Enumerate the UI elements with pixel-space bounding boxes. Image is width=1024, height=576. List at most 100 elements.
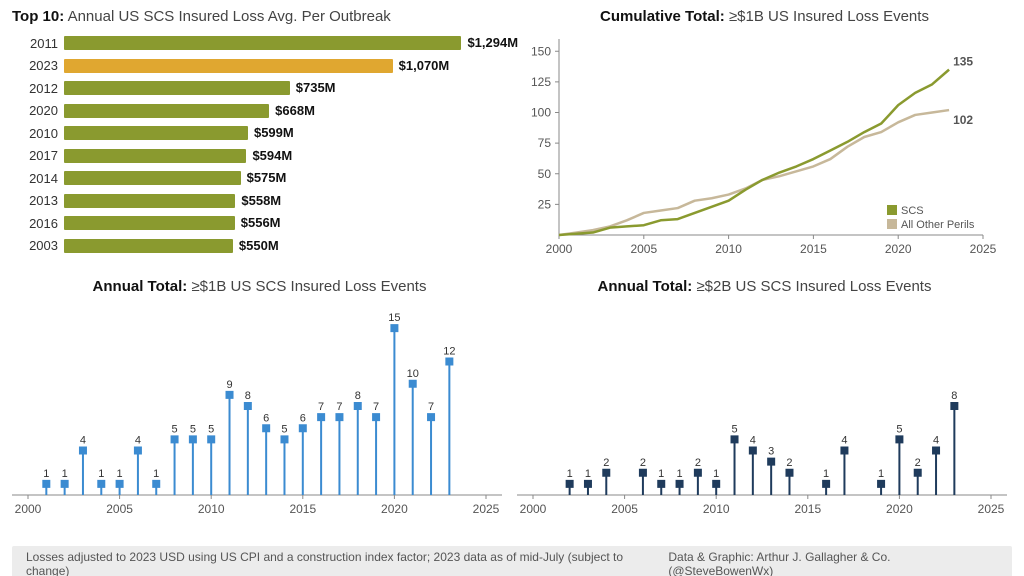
svg-text:8: 8: [245, 390, 251, 402]
top10-bar: [64, 126, 248, 140]
top10-year: 2014: [12, 171, 64, 186]
top10-row: 2023 $1,070M: [12, 56, 503, 76]
svg-text:2025: 2025: [978, 502, 1005, 516]
top10-bar: [64, 81, 290, 95]
svg-text:2010: 2010: [198, 502, 225, 516]
svg-text:50: 50: [538, 167, 552, 181]
top10-row: 2011$1,294M: [12, 33, 503, 53]
svg-text:2: 2: [603, 457, 609, 469]
svg-text:102: 102: [953, 113, 973, 127]
footer-right: Data & Graphic: Arthur J. Gallagher & Co…: [668, 550, 998, 576]
lolli2-chart: 2000200520102015202020251122112154321415…: [517, 301, 1007, 521]
svg-text:1: 1: [878, 468, 884, 480]
svg-text:7: 7: [428, 401, 434, 413]
svg-text:2: 2: [915, 457, 921, 469]
svg-text:75: 75: [538, 136, 552, 150]
svg-text:5: 5: [281, 423, 287, 435]
svg-text:1: 1: [658, 468, 664, 480]
top10-row: 2012$735M: [12, 78, 503, 98]
svg-text:7: 7: [336, 401, 342, 413]
top10-bar: [64, 36, 461, 50]
top10-year: 2003: [12, 238, 64, 253]
svg-text:5: 5: [208, 423, 214, 435]
top10-row: 2010 $599M: [12, 123, 503, 143]
lolli1-title: Annual Total: ≥$1B US SCS Insured Loss E…: [12, 278, 507, 295]
svg-text:2010: 2010: [715, 242, 742, 256]
svg-text:4: 4: [80, 435, 86, 447]
svg-text:10: 10: [407, 368, 419, 380]
svg-text:1: 1: [823, 468, 829, 480]
svg-text:4: 4: [841, 435, 847, 447]
top10-bar: [64, 239, 233, 253]
top10-value: $668M: [275, 103, 315, 118]
svg-text:2000: 2000: [15, 502, 42, 516]
svg-text:1: 1: [585, 468, 591, 480]
top10-title: Top 10: Annual US SCS Insured Loss Avg. …: [12, 8, 507, 25]
svg-text:2015: 2015: [800, 242, 827, 256]
svg-text:2005: 2005: [611, 502, 638, 516]
top10-value: $575M: [247, 170, 287, 185]
svg-text:2010: 2010: [703, 502, 730, 516]
top10-panel: Top 10: Annual US SCS Insured Loss Avg. …: [12, 6, 507, 266]
svg-text:5: 5: [190, 423, 196, 435]
svg-text:2005: 2005: [106, 502, 133, 516]
top10-year: 2010: [12, 126, 64, 141]
svg-text:8: 8: [355, 390, 361, 402]
svg-text:SCS: SCS: [901, 205, 924, 217]
svg-text:12: 12: [443, 346, 455, 358]
svg-text:2015: 2015: [289, 502, 316, 516]
top10-year: 2016: [12, 216, 64, 231]
top10-row: 2014 $575M: [12, 168, 503, 188]
svg-text:2025: 2025: [473, 502, 500, 516]
svg-text:4: 4: [135, 435, 141, 447]
svg-text:2000: 2000: [546, 242, 573, 256]
svg-text:4: 4: [750, 435, 756, 447]
top10-value: $735M: [296, 80, 336, 95]
svg-text:7: 7: [318, 401, 324, 413]
svg-text:3: 3: [768, 446, 774, 458]
svg-text:5: 5: [171, 423, 177, 435]
svg-text:2020: 2020: [885, 242, 912, 256]
svg-text:150: 150: [531, 44, 551, 58]
top10-row: 2017 $594M: [12, 146, 503, 166]
svg-text:25: 25: [538, 197, 552, 211]
svg-text:5: 5: [731, 423, 737, 435]
svg-text:6: 6: [300, 412, 306, 424]
top10-year: 2011: [12, 36, 64, 51]
svg-text:2020: 2020: [886, 502, 913, 516]
svg-text:1: 1: [676, 468, 682, 480]
top10-value: $599M: [254, 125, 294, 140]
svg-text:1: 1: [153, 468, 159, 480]
svg-text:2000: 2000: [520, 502, 547, 516]
top10-bar: [64, 194, 235, 208]
top10-row: 2003 $550M: [12, 236, 503, 256]
svg-text:15: 15: [388, 312, 400, 324]
svg-text:100: 100: [531, 106, 551, 120]
svg-text:2: 2: [786, 457, 792, 469]
top10-value: $550M: [239, 238, 279, 253]
top10-bar: [64, 104, 269, 118]
lolli2-panel: Annual Total: ≥$2B US SCS Insured Loss E…: [517, 276, 1012, 536]
top10-value: $1,070M: [399, 58, 450, 73]
svg-text:6: 6: [263, 412, 269, 424]
svg-text:1: 1: [43, 468, 49, 480]
svg-text:135: 135: [953, 55, 973, 69]
footer: Losses adjusted to 2023 USD using US CPI…: [12, 546, 1012, 576]
svg-text:1: 1: [98, 468, 104, 480]
top10-bar: [64, 149, 246, 163]
top10-row: 2020$668M: [12, 101, 503, 121]
svg-text:1: 1: [117, 468, 123, 480]
svg-text:9: 9: [226, 379, 232, 391]
top10-year: 2023: [12, 58, 64, 73]
svg-text:125: 125: [531, 75, 551, 89]
lolli1-chart: 2000200520102015202020251141141555986567…: [12, 301, 502, 521]
lolli1-panel: Annual Total: ≥$1B US SCS Insured Loss E…: [12, 276, 507, 536]
top10-bar: [64, 216, 235, 230]
svg-text:2025: 2025: [970, 242, 997, 256]
top10-value: $594M: [252, 148, 292, 163]
top10-year: 2017: [12, 148, 64, 163]
cumulative-chart: 2550751001251502000200520102015202020251…: [517, 31, 1007, 261]
top10-row: 2016$556M: [12, 213, 503, 233]
lolli2-title: Annual Total: ≥$2B US SCS Insured Loss E…: [517, 278, 1012, 295]
svg-text:1: 1: [567, 468, 573, 480]
